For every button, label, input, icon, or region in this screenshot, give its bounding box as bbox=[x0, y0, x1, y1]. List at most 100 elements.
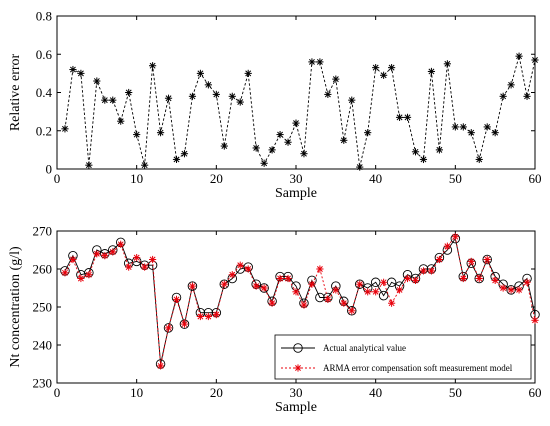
nt-concentration-chart: 0 10 20 30 40 50 60 230 240 250 260 270 Sample Nt … bbox=[8, 224, 542, 416]
series-layer bbox=[60, 233, 540, 370]
data-point bbox=[340, 299, 348, 307]
y-axis-ticks: 230 240 250 260 270 bbox=[33, 224, 535, 391]
data-point bbox=[356, 280, 364, 288]
data-point bbox=[372, 64, 380, 72]
data-point bbox=[419, 155, 428, 164]
data-point bbox=[69, 65, 77, 74]
data-point bbox=[259, 283, 269, 293]
data-point bbox=[324, 90, 332, 99]
data-point bbox=[163, 323, 174, 333]
data-point bbox=[347, 306, 357, 316]
legend-marker bbox=[294, 364, 302, 372]
data-point bbox=[507, 286, 515, 294]
data-point bbox=[204, 312, 212, 321]
data-point bbox=[125, 88, 133, 97]
data-point bbox=[380, 278, 388, 286]
data-point bbox=[340, 136, 348, 144]
data-point bbox=[427, 67, 436, 76]
data-point bbox=[531, 316, 539, 324]
data-point bbox=[101, 252, 109, 260]
data-point bbox=[378, 290, 389, 301]
data-point bbox=[260, 159, 268, 167]
data-point bbox=[85, 161, 93, 169]
data-point bbox=[308, 280, 316, 288]
data-point bbox=[117, 240, 125, 248]
data-point bbox=[467, 129, 475, 137]
x-tick-label: 0 bbox=[54, 171, 61, 186]
x-tick-label: 20 bbox=[210, 385, 223, 400]
data-point bbox=[411, 148, 420, 156]
legend-label-arma: ARMA error compensation soft measurement… bbox=[323, 363, 513, 373]
data-point bbox=[523, 278, 531, 286]
x-tick-label: 50 bbox=[449, 171, 462, 186]
y-tick-label: 230 bbox=[33, 376, 53, 391]
data-point bbox=[370, 277, 381, 288]
data-point bbox=[474, 273, 484, 284]
data-point bbox=[236, 98, 244, 106]
data-point bbox=[435, 255, 443, 264]
data-point bbox=[300, 301, 308, 309]
y-tick-label: 0.2 bbox=[36, 123, 52, 138]
data-point bbox=[315, 292, 325, 303]
data-point bbox=[141, 263, 149, 271]
data-point bbox=[117, 117, 125, 125]
data-point bbox=[260, 284, 268, 292]
data-point bbox=[364, 288, 372, 296]
data-point bbox=[324, 295, 332, 303]
x-tick-label: 60 bbox=[529, 171, 542, 186]
data-point bbox=[133, 254, 141, 262]
data-point bbox=[499, 92, 507, 100]
data-point bbox=[475, 274, 483, 283]
x-tick-label: 40 bbox=[369, 171, 382, 186]
data-point bbox=[141, 161, 149, 169]
data-point bbox=[188, 92, 197, 100]
data-point bbox=[348, 307, 356, 315]
x-axis-label: Sample bbox=[275, 400, 317, 415]
x-tick-label: 10 bbox=[130, 171, 143, 186]
data-point bbox=[93, 77, 101, 85]
data-point bbox=[316, 58, 324, 66]
data-point bbox=[77, 274, 85, 283]
legend-entry-arma: ARMA error compensation soft measurement… bbox=[281, 363, 513, 373]
data-point bbox=[491, 129, 499, 137]
data-point bbox=[332, 75, 340, 83]
x-tick-label: 0 bbox=[54, 385, 61, 400]
data-point bbox=[268, 299, 276, 307]
data-point bbox=[308, 58, 316, 66]
data-point bbox=[268, 146, 276, 154]
data-point bbox=[204, 81, 212, 89]
data-point bbox=[300, 150, 308, 158]
data-point bbox=[482, 254, 492, 265]
data-point bbox=[459, 123, 467, 131]
data-point bbox=[372, 288, 380, 296]
data-point bbox=[77, 69, 85, 77]
data-point bbox=[109, 248, 117, 256]
data-point bbox=[531, 56, 539, 64]
data-point bbox=[451, 233, 459, 241]
data-point bbox=[380, 71, 388, 79]
data-point bbox=[61, 125, 69, 133]
data-point bbox=[179, 319, 190, 329]
data-point bbox=[156, 129, 165, 137]
x-tick-label: 30 bbox=[290, 385, 303, 400]
data-point bbox=[354, 279, 365, 289]
series-line bbox=[64, 56, 536, 168]
x-tick-label: 30 bbox=[290, 171, 303, 186]
data-point bbox=[149, 62, 157, 70]
legend-entry-actual: Actual analytical value bbox=[281, 343, 406, 353]
data-point bbox=[236, 261, 244, 269]
y-axis-ticks: 0 0.2 0.4 0.6 0.8 bbox=[36, 9, 535, 177]
data-point bbox=[85, 271, 93, 279]
data-point bbox=[475, 155, 483, 164]
legend: Actual analytical value ARMA error compe… bbox=[274, 334, 532, 380]
data-point bbox=[228, 271, 236, 279]
data-point bbox=[419, 267, 428, 275]
x-tick-label: 20 bbox=[210, 171, 223, 186]
x-axis-ticks: 0 10 20 30 40 50 60 bbox=[54, 16, 542, 186]
data-point bbox=[443, 60, 451, 68]
series-layer bbox=[61, 52, 539, 171]
data-point bbox=[180, 150, 189, 158]
data-point bbox=[219, 279, 230, 289]
data-point bbox=[467, 257, 475, 265]
